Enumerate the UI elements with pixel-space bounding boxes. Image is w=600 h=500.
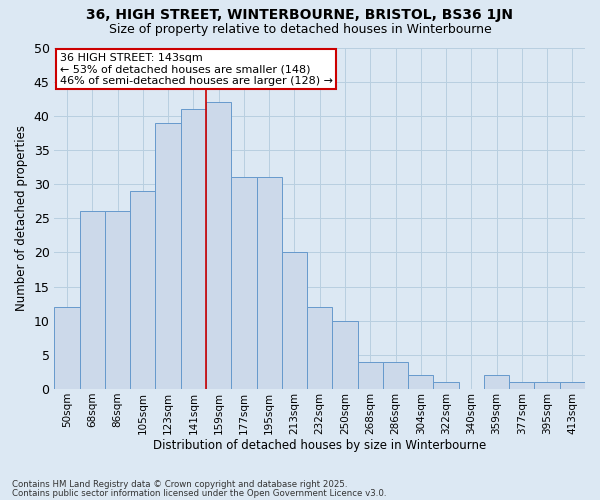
Text: 36 HIGH STREET: 143sqm
← 53% of detached houses are smaller (148)
46% of semi-de: 36 HIGH STREET: 143sqm ← 53% of detached… — [60, 52, 333, 86]
Text: Contains HM Land Registry data © Crown copyright and database right 2025.: Contains HM Land Registry data © Crown c… — [12, 480, 347, 489]
Bar — [484, 376, 509, 389]
Bar — [358, 362, 383, 389]
Bar — [206, 102, 231, 389]
Text: Size of property relative to detached houses in Winterbourne: Size of property relative to detached ho… — [109, 22, 491, 36]
Bar — [535, 382, 560, 389]
Bar — [155, 122, 181, 389]
Y-axis label: Number of detached properties: Number of detached properties — [15, 126, 28, 312]
Bar — [332, 320, 358, 389]
Bar — [433, 382, 458, 389]
Bar — [408, 376, 433, 389]
Bar — [130, 191, 155, 389]
Bar — [55, 307, 80, 389]
Text: 36, HIGH STREET, WINTERBOURNE, BRISTOL, BS36 1JN: 36, HIGH STREET, WINTERBOURNE, BRISTOL, … — [86, 8, 514, 22]
Bar — [181, 109, 206, 389]
Bar — [231, 178, 257, 389]
Bar — [80, 212, 105, 389]
Text: Contains public sector information licensed under the Open Government Licence v3: Contains public sector information licen… — [12, 489, 386, 498]
Bar — [383, 362, 408, 389]
Bar — [257, 178, 282, 389]
Bar — [307, 307, 332, 389]
Bar — [282, 252, 307, 389]
Bar — [105, 212, 130, 389]
Bar — [560, 382, 585, 389]
Bar — [509, 382, 535, 389]
X-axis label: Distribution of detached houses by size in Winterbourne: Distribution of detached houses by size … — [153, 440, 487, 452]
